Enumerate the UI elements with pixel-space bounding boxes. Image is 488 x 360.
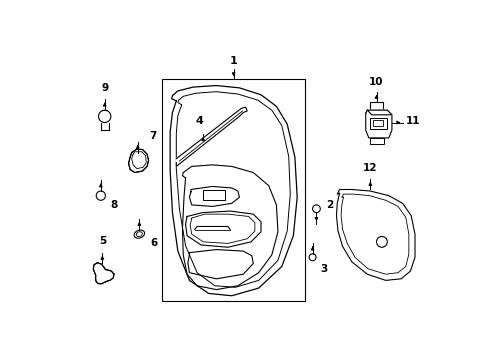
Polygon shape xyxy=(336,189,414,280)
Text: 7: 7 xyxy=(149,131,157,141)
Text: 2: 2 xyxy=(325,200,332,210)
Polygon shape xyxy=(365,110,391,138)
Text: 11: 11 xyxy=(405,116,419,126)
Bar xyxy=(162,80,305,301)
Polygon shape xyxy=(176,107,246,166)
Text: 8: 8 xyxy=(110,200,117,210)
Text: 6: 6 xyxy=(150,238,157,248)
Bar xyxy=(369,138,384,144)
Polygon shape xyxy=(93,263,114,284)
Text: 10: 10 xyxy=(368,77,383,87)
Bar xyxy=(203,190,224,199)
Text: 3: 3 xyxy=(320,264,327,274)
Text: 5: 5 xyxy=(99,237,106,247)
Bar xyxy=(369,118,386,129)
Text: 1: 1 xyxy=(229,55,237,66)
Text: 4: 4 xyxy=(195,116,203,126)
Bar xyxy=(372,120,383,126)
Text: 9: 9 xyxy=(101,83,108,93)
Polygon shape xyxy=(128,149,148,172)
Polygon shape xyxy=(366,110,391,115)
Text: 12: 12 xyxy=(363,163,377,172)
Bar xyxy=(369,103,383,113)
